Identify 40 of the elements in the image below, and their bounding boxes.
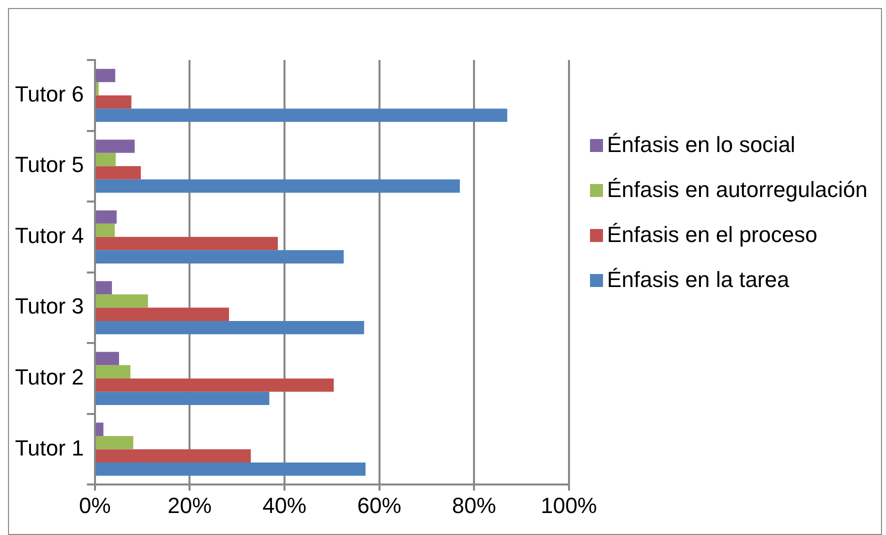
x-tick-label: 0%	[78, 492, 111, 518]
bar	[96, 294, 148, 308]
bar	[96, 210, 117, 224]
bar	[96, 281, 112, 294]
y-tick-label: Tutor 3	[14, 294, 84, 319]
bar	[96, 82, 99, 96]
legend-label: Énfasis en lo social	[607, 131, 796, 159]
y-tick-label: Tutor 6	[14, 81, 84, 106]
y-tick-label: Tutor 2	[14, 364, 84, 390]
bar	[96, 320, 364, 334]
bar	[96, 365, 130, 378]
bar	[96, 224, 115, 237]
bar	[96, 179, 460, 193]
bar	[96, 68, 116, 82]
bar	[96, 140, 135, 153]
x-tick-label: 40%	[262, 492, 306, 518]
y-tick-label: Tutor 4	[14, 222, 84, 248]
legend-label: Énfasis en la tarea	[607, 266, 790, 294]
bar	[96, 95, 132, 109]
bar	[96, 108, 508, 122]
bar	[96, 152, 116, 166]
bar	[96, 392, 270, 405]
bar	[96, 378, 334, 392]
bar	[96, 308, 230, 321]
x-tick-label: 100%	[540, 492, 598, 518]
bar	[96, 462, 366, 476]
bar	[96, 250, 344, 264]
bar	[96, 236, 278, 250]
y-tick-label: Tutor 1	[14, 435, 84, 460]
legend-label: Énfasis en autorregulación	[607, 176, 868, 204]
y-tick-label: Tutor 5	[14, 152, 84, 178]
x-tick-label: 20%	[168, 492, 212, 518]
legend-label: Énfasis en el proceso	[607, 221, 818, 249]
bar	[96, 449, 251, 462]
bar	[96, 352, 120, 366]
x-tick-label: 80%	[452, 492, 496, 518]
bar	[96, 422, 104, 436]
bar	[96, 436, 134, 450]
bar	[96, 166, 141, 180]
x-tick-label: 60%	[357, 492, 402, 518]
